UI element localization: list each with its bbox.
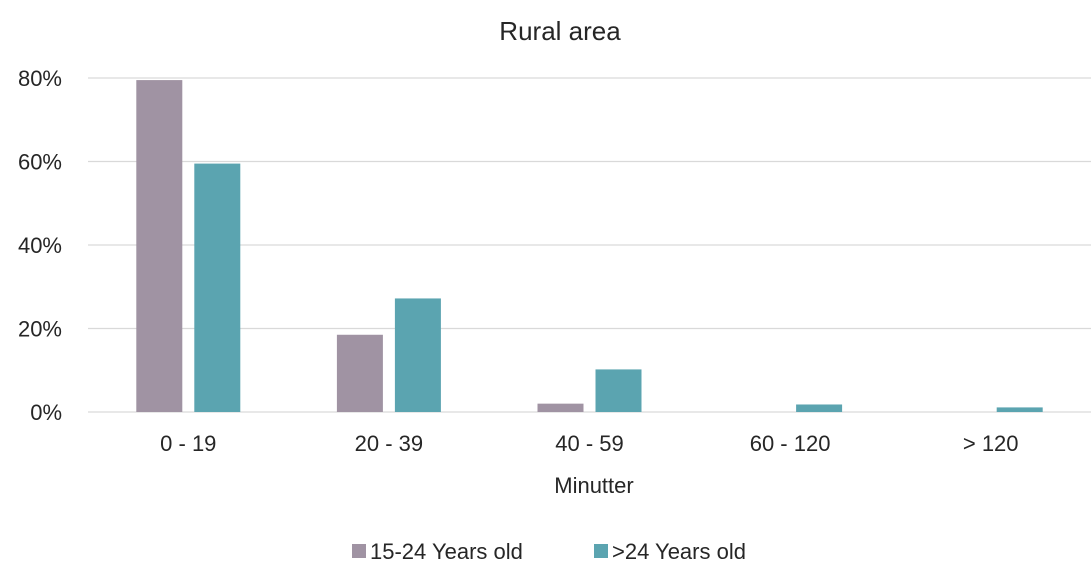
bar	[595, 369, 642, 412]
y-tick-label: 80%	[18, 66, 62, 91]
x-axis-label: Minutter	[554, 473, 633, 498]
legend-label: 15-24 Years old	[370, 539, 523, 564]
legend-swatch	[594, 544, 608, 558]
chart-title: Rural area	[499, 16, 621, 46]
gridlines	[88, 77, 1091, 413]
x-tick-label: 60 - 120	[750, 431, 831, 456]
bar	[136, 80, 183, 413]
bars	[136, 80, 1043, 413]
y-tick-label: 20%	[18, 317, 62, 342]
legend: 15-24 Years old >24 Years old	[352, 539, 746, 564]
bar	[336, 334, 383, 412]
x-tick-label: 0 - 19	[160, 431, 216, 456]
y-tick-label: 40%	[18, 233, 62, 258]
y-axis-ticks: 0% 20% 40% 60% 80%	[18, 66, 62, 425]
x-tick-label: 40 - 59	[555, 431, 624, 456]
x-tick-label: > 120	[963, 431, 1019, 456]
bar	[194, 163, 241, 412]
bar	[537, 403, 584, 412]
legend-label: >24 Years old	[612, 539, 746, 564]
x-tick-label: 20 - 39	[355, 431, 424, 456]
y-tick-label: 0%	[30, 400, 62, 425]
x-axis-ticks: 0 - 19 20 - 39 40 - 59 60 - 120 > 120	[160, 431, 1018, 456]
y-tick-label: 60%	[18, 150, 62, 175]
bar	[996, 407, 1043, 412]
bar	[796, 404, 843, 412]
legend-swatch	[352, 544, 366, 558]
bar	[394, 298, 441, 412]
